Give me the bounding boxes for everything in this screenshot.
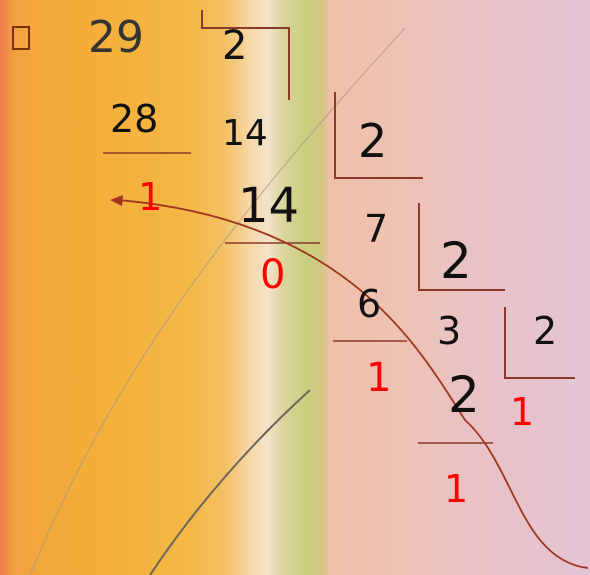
step3-subtracted: 6 [357, 282, 382, 326]
square-bullet-icon [12, 26, 30, 50]
step1-quotient: 14 [222, 113, 268, 154]
step1-dividend: 29 [88, 12, 144, 63]
step2-divisor: 2 [358, 114, 388, 168]
step3-quotient: 3 [437, 309, 462, 353]
step1-divisor: 2 [222, 23, 248, 69]
step2-subtracted: 14 [238, 178, 300, 234]
step1-remainder: 1 [138, 175, 163, 219]
step4-remainder: 1 [444, 467, 469, 511]
step4-quotient: 1 [510, 390, 535, 434]
step3-remainder: 1 [366, 355, 392, 401]
step2-quotient: 7 [364, 207, 389, 251]
step1-subtracted: 28 [110, 97, 159, 141]
step3-divisor: 2 [440, 232, 472, 290]
step4-divisor: 2 [533, 309, 558, 353]
step4-subtracted: 2 [448, 366, 480, 424]
step2-remainder: 0 [260, 252, 286, 298]
